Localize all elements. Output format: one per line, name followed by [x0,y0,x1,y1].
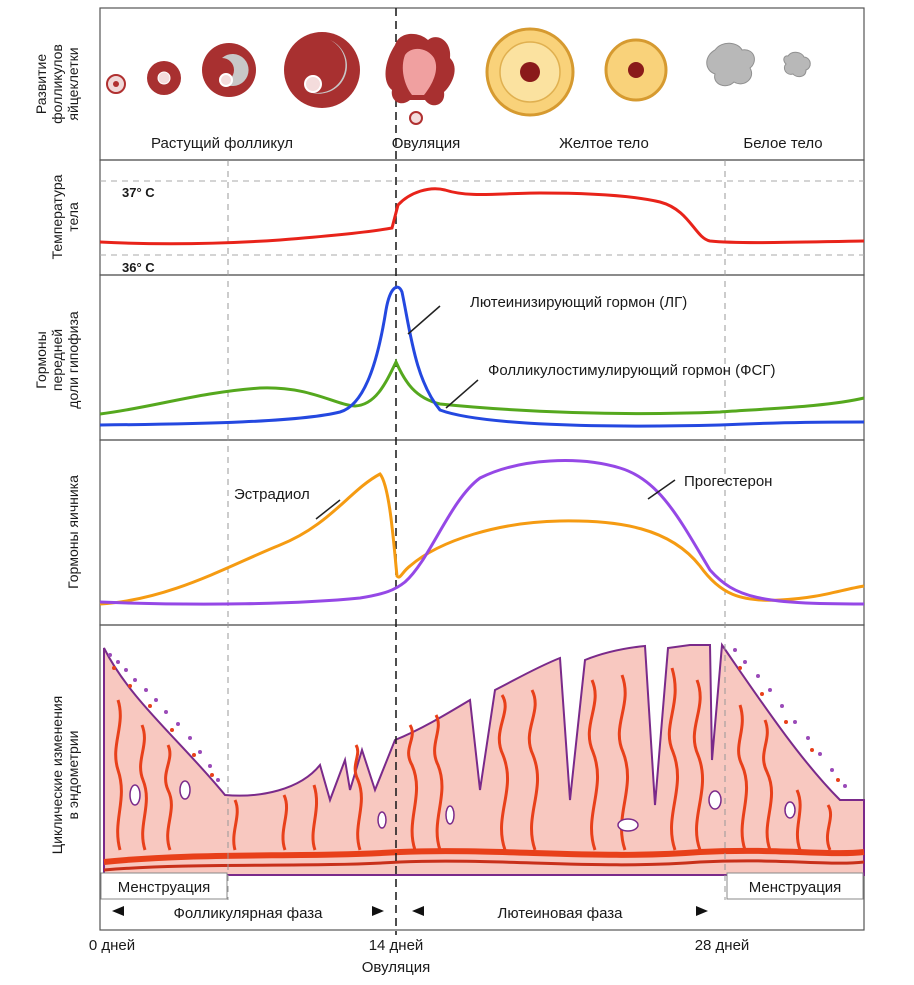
endometrium-tissue [103,642,865,876]
released-oocyte-icon [409,111,423,125]
basal-vessel [103,847,865,865]
temp-36-label: 36° C [122,260,155,275]
caption-ovulation: Овуляция [392,135,460,152]
temperature-curve [99,187,865,246]
pituitary-ylabel-line2: передней [49,329,65,391]
temperature-panel [99,159,865,276]
corpus-albicans-icon [706,42,755,87]
fsh-label: Фолликулостимулирующий гормон (ФСГ) [488,362,775,379]
fsh-curve [99,358,865,416]
caption-corpus-albicans: Белое тело [743,135,822,152]
menstruation-label-right: Менструация [749,879,842,896]
ovary-ylabel: Гормоны яичника [65,475,81,589]
axis-day-28: 28 дней [695,937,750,954]
menstruation-box-left [100,872,228,900]
follicular-phase-label: Фолликулярная фаза [173,905,323,922]
lh-label: Лютеинизирующий гормон (ЛГ) [470,294,687,311]
luteal-arrow-left [412,906,424,916]
fsh-pointer [445,379,479,409]
follicle-ylabel-line3: яйцеклетки [65,47,81,120]
endometrium-panel [99,624,865,931]
lh-pointer [407,305,441,335]
progesterone-label: Прогестерон [684,473,772,490]
estradiol-pointer [315,499,341,520]
lh-curve [99,285,865,428]
caption-corpus-luteum: Желтое тело [559,135,649,152]
secondary-follicle-icon [202,43,256,97]
small-corpus-albicans-icon [783,51,811,78]
shedding-blood-right [738,666,840,782]
follicle-ylabel-line1: Развитие [33,54,49,114]
shedding-debris-right [733,648,847,788]
pituitary-ylabel-line3: доли гипофиза [65,311,81,409]
pituitary-ylabel-line1: Гормоны [33,331,49,388]
temperature-ylabel-line1: Температура [49,174,65,259]
progesterone-pointer [647,479,676,500]
follicle-ylabel: Развитие фолликулов яйцеклетки [33,44,81,124]
luteal-phase-label: Лютеиновая фаза [498,905,624,922]
axis-day-14: 14 дней [369,937,424,954]
axis-day-0: 0 дней [89,937,135,954]
progesterone-curve [99,459,865,606]
shedding-blood-left [112,666,214,777]
axis-ovulation-label: Овуляция [362,959,430,976]
endometrium-illustration [103,642,865,876]
estradiol-label: Эстрадиол [234,486,310,503]
gland-lumens [129,780,796,832]
follicle-ylabel-line2: фолликулов [49,44,65,124]
graafian-follicle-icon [284,32,360,108]
shedding-debris-left [108,653,220,782]
luteal-arrow-right [696,906,708,916]
follicle-icons [106,27,811,125]
endometrium-ylabel-line2: в эндометрии [65,731,81,820]
menstruation-box-right [726,872,864,900]
estradiol-curve [99,472,865,606]
endometrium-ylabel-line1: Циклические изменения [49,696,65,854]
temp-37-label: 37° C [122,185,155,200]
temperature-ylabel-line2: тела [65,202,81,232]
caption-growing-follicle: Растущий фолликул [151,135,293,152]
follicular-arrow-right [372,906,384,916]
spiral-arteries [114,667,833,851]
follicular-arrow-left [112,906,124,916]
basal-vessel-2 [103,859,865,872]
menstruation-label-left: Менструация [118,879,211,896]
